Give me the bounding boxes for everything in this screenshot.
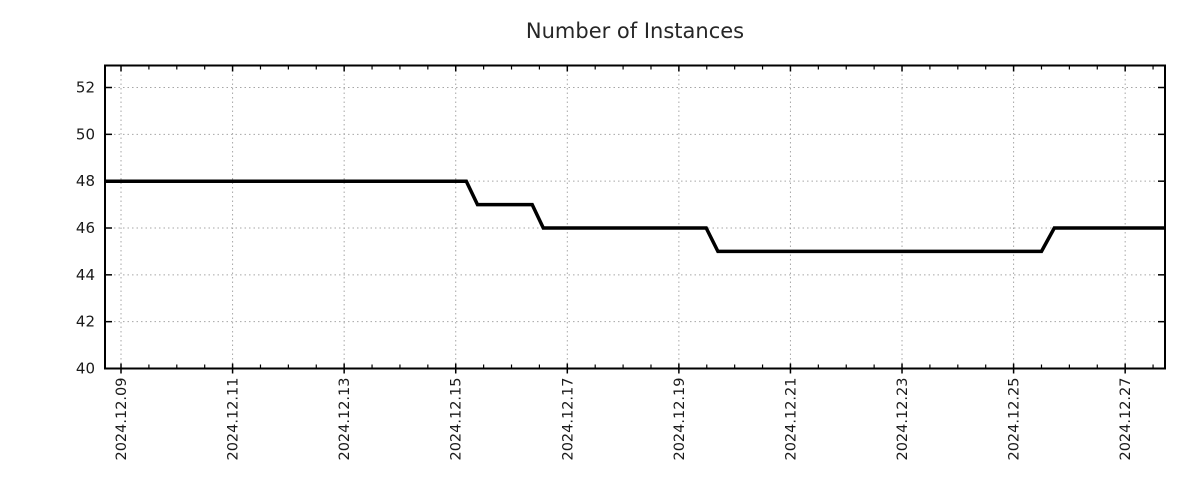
y-tick-label: 52 <box>76 79 95 97</box>
y-tick-label: 50 <box>76 125 95 143</box>
y-tick-label: 42 <box>76 313 95 331</box>
y-tick-label: 44 <box>76 266 95 284</box>
x-tick-label: 2024.12.11 <box>226 378 242 461</box>
x-tick-label: 2024.12.15 <box>449 378 465 461</box>
data-line <box>105 179 1165 254</box>
x-tick-label: 2024.12.09 <box>114 378 130 461</box>
chart-title: Number of Instances <box>526 19 744 43</box>
plot-border <box>104 64 1166 370</box>
x-tick-label: 2024.12.23 <box>895 378 911 461</box>
x-tick-label: 2024.12.25 <box>1007 378 1023 461</box>
x-tick-label: 2024.12.13 <box>337 378 353 461</box>
y-tick-label: 48 <box>76 172 95 190</box>
y-tick-label: 40 <box>76 360 95 378</box>
x-tick-label: 2024.12.27 <box>1118 378 1134 461</box>
x-tick-label: 2024.12.21 <box>783 378 799 461</box>
y-tick-label: 46 <box>76 219 95 237</box>
x-tick-label: 2024.12.17 <box>560 378 576 461</box>
x-tick-label: 2024.12.19 <box>672 378 688 461</box>
